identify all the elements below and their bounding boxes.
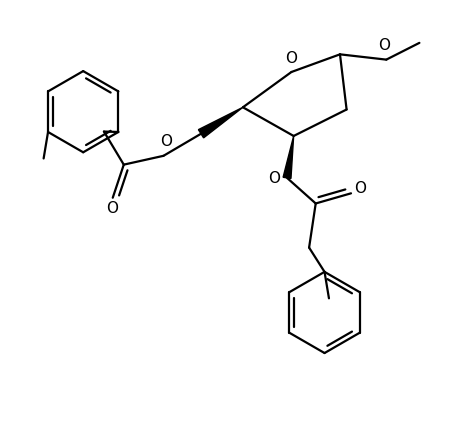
Text: O: O xyxy=(106,201,118,216)
Polygon shape xyxy=(198,107,242,138)
Text: O: O xyxy=(377,38,389,52)
Text: O: O xyxy=(353,182,365,196)
Text: O: O xyxy=(159,134,171,149)
Text: O: O xyxy=(285,51,297,66)
Polygon shape xyxy=(283,136,293,178)
Text: O: O xyxy=(267,171,279,186)
